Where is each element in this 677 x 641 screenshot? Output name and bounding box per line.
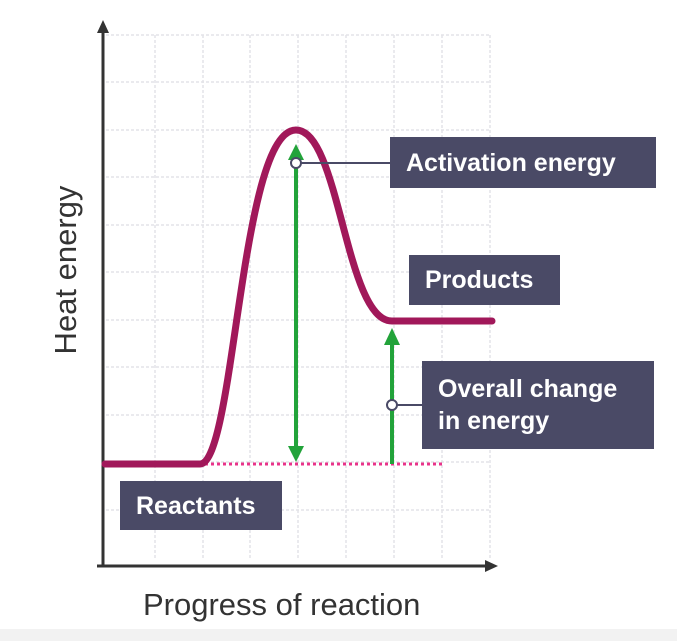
- activation-energy-text: Activation energy: [406, 148, 616, 177]
- x-axis-title: Progress of reaction: [143, 587, 421, 622]
- overall-change-label: Overall change in energy: [422, 361, 654, 449]
- y-axis: [97, 20, 109, 566]
- overall-change-text-line1: Overall change: [438, 375, 618, 403]
- products-label: Products: [409, 255, 560, 305]
- products-text: Products: [425, 266, 534, 294]
- activation-energy-label: Activation energy: [390, 137, 656, 188]
- energy-curve: [101, 126, 496, 468]
- reactants-text: Reactants: [136, 491, 256, 520]
- overall-leader: [386, 399, 424, 411]
- overall-change-arrow: [384, 328, 400, 464]
- x-axis: [97, 560, 498, 572]
- activation-leader: [290, 157, 392, 169]
- y-axis-title: Heat energy: [48, 185, 83, 355]
- bottom-strip: [0, 629, 677, 641]
- reactants-label: Reactants: [120, 481, 282, 530]
- activation-energy-arrow: [288, 144, 304, 462]
- overall-change-text-line2: in energy: [438, 407, 550, 435]
